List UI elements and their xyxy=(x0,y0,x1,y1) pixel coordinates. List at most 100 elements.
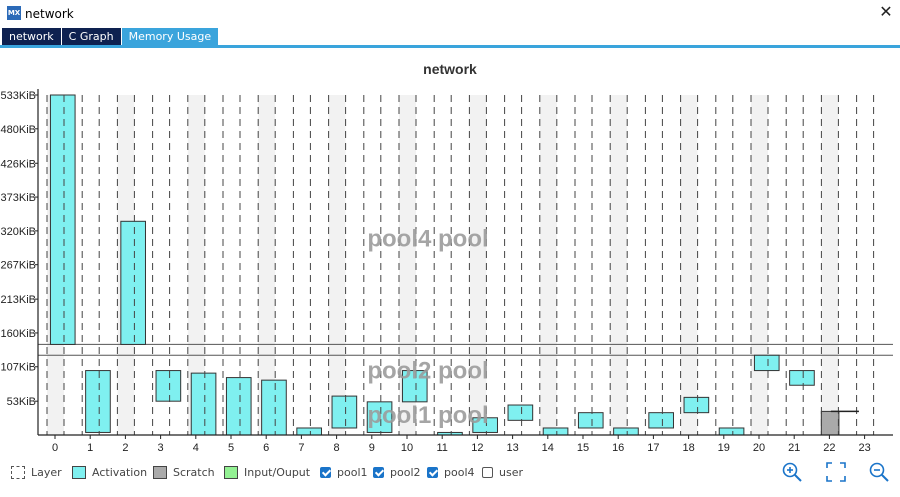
x-tick-label-12: 12 xyxy=(471,442,483,454)
y-tick-label-2: 160KiB xyxy=(1,328,36,340)
layer-column-10 xyxy=(399,95,416,435)
activation-block-8 xyxy=(331,395,358,429)
activation-block-21 xyxy=(789,370,815,386)
tab-network[interactable]: network xyxy=(2,28,61,46)
legend-activation: Activation xyxy=(72,466,147,479)
activation-block-10 xyxy=(401,370,428,403)
tab-memory-usage[interactable]: Memory Usage xyxy=(121,28,219,46)
layer-column-18 xyxy=(680,95,698,435)
activation-block-4 xyxy=(190,372,217,436)
activation-swatch xyxy=(72,466,86,479)
x-tick-label-17: 17 xyxy=(647,442,659,454)
io-swatch xyxy=(224,466,238,479)
layer-column-6 xyxy=(258,95,276,435)
activation-block-19 xyxy=(718,427,745,436)
pool4-checkbox[interactable]: pool4 xyxy=(427,466,475,479)
y-tick-label-9: 533KiB xyxy=(1,90,36,102)
pool2-label: pool2 xyxy=(390,466,421,479)
activation-block-15 xyxy=(577,412,604,429)
legend-scratch-label: Scratch xyxy=(173,466,215,479)
y-tick-label-4: 267KiB xyxy=(1,260,36,272)
activation-block-5 xyxy=(225,377,252,436)
pool-label-0: pool4 pool xyxy=(367,225,488,252)
x-tick-label-6: 6 xyxy=(263,442,269,454)
x-tick-label-15: 15 xyxy=(577,442,589,454)
layer-swatch xyxy=(11,466,25,479)
scratch-swatch xyxy=(153,466,167,479)
x-tick-label-20: 20 xyxy=(753,442,765,454)
x-tick-label-7: 7 xyxy=(298,442,304,454)
x-tick-label-18: 18 xyxy=(682,442,694,454)
activation-block-16 xyxy=(613,427,639,436)
x-tick-label-11: 11 xyxy=(436,442,447,454)
y-tick-label-1: 107KiB xyxy=(1,362,36,374)
y-tick-label-5: 320KiB xyxy=(1,226,36,238)
pool1-checkbox[interactable]: pool1 xyxy=(320,466,368,479)
pool-label-2: pool1 pool xyxy=(367,402,488,429)
activation-block-17 xyxy=(648,412,674,429)
activation-block-6 xyxy=(261,379,287,436)
activation-block-14 xyxy=(542,427,569,436)
legend-activation-label: Activation xyxy=(92,466,148,479)
pool4-label: pool4 xyxy=(444,466,475,479)
user-checkbox-box[interactable] xyxy=(482,467,493,478)
tab-c-graph[interactable]: C Graph xyxy=(61,28,121,46)
zoom-out-icon[interactable] xyxy=(868,461,890,483)
y-tick-label-7: 426KiB xyxy=(1,158,36,170)
activation-block-12 xyxy=(472,417,498,433)
legend-io-label: Input/Ouput xyxy=(244,466,311,479)
zoom-in-icon[interactable] xyxy=(781,461,803,483)
x-tick-label-19: 19 xyxy=(718,442,730,454)
x-tick-label-16: 16 xyxy=(612,442,624,454)
legend-io: Input/Ouput xyxy=(224,466,310,479)
user-checkbox[interactable]: user xyxy=(482,466,523,479)
memory-usage-chart[interactable]: network pool4 pool pool2 pool pool1 pool 53K… xyxy=(0,50,900,458)
pool4-checkbox-box[interactable] xyxy=(427,467,438,478)
close-icon[interactable]: ✕ xyxy=(879,4,893,21)
x-tick-label-21: 21 xyxy=(788,442,800,454)
legend-layer: Layer xyxy=(11,466,62,479)
pool2-checkbox[interactable]: pool2 xyxy=(373,466,421,479)
activation-block-7 xyxy=(296,427,322,436)
activation-block-20 xyxy=(753,354,780,372)
legend: Layer Activation Scratch Input/Ouput poo… xyxy=(0,462,900,484)
activation-block-13 xyxy=(507,404,534,421)
legend-scratch: Scratch xyxy=(153,466,215,479)
activation-block-3 xyxy=(155,370,182,402)
activation-block-0 xyxy=(49,94,76,345)
y-tick-label-6: 373KiB xyxy=(1,192,36,204)
x-tick-label-5: 5 xyxy=(228,442,234,454)
activation-block-2 xyxy=(120,220,146,345)
x-tick-label-3: 3 xyxy=(158,442,164,454)
app-logo-icon: MX xyxy=(7,6,21,20)
x-tick-label-23: 23 xyxy=(858,442,870,454)
fit-screen-icon[interactable] xyxy=(825,461,847,483)
activation-block-18 xyxy=(683,396,710,414)
y-tick-label-0: 53KiB xyxy=(7,396,36,408)
legend-layer-label: Layer xyxy=(31,466,62,479)
tab-bar: network C Graph Memory Usage xyxy=(2,28,219,46)
layer-column-22 xyxy=(821,95,839,435)
x-tick-label-4: 4 xyxy=(193,442,199,454)
pool-label-1: pool2 pool xyxy=(367,357,488,384)
chart-title: network xyxy=(423,61,477,77)
x-tick-label-13: 13 xyxy=(506,442,518,454)
window-title: network xyxy=(25,7,74,21)
pool1-label: pool1 xyxy=(337,466,368,479)
tab-underline xyxy=(0,45,900,48)
x-tick-label-2: 2 xyxy=(122,442,128,454)
user-label: user xyxy=(499,466,523,479)
y-tick-label-8: 480KiB xyxy=(1,124,36,136)
x-tick-label-22: 22 xyxy=(823,442,835,454)
pool2-checkbox-box[interactable] xyxy=(373,467,384,478)
pool1-checkbox-box[interactable] xyxy=(320,467,331,478)
x-tick-label-8: 8 xyxy=(334,442,340,454)
x-tick-label-0: 0 xyxy=(52,442,58,454)
y-tick-label-3: 213KiB xyxy=(1,294,36,306)
layer-column-14 xyxy=(539,95,557,435)
x-tick-label-14: 14 xyxy=(542,442,554,454)
x-tick-label-9: 9 xyxy=(369,442,375,454)
layer-column-16 xyxy=(610,95,628,435)
x-tick-label-1: 1 xyxy=(87,442,93,454)
activation-block-1 xyxy=(85,370,111,433)
